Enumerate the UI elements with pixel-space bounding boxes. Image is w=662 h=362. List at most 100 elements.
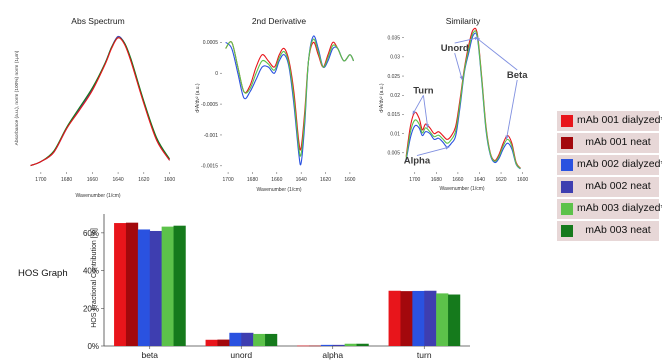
series-line-3 [225,38,355,157]
legend-item: mAb 002 dialyzed* [557,155,662,175]
bar-unord-5 [253,333,266,346]
y-tick-label: -0.0015 [201,164,218,170]
abs-spectrum-xlabel: Wavenumber (1/cm) [75,193,120,199]
legend-swatch [561,181,573,193]
legend-item: mAb 003 neat [557,221,659,241]
y-tick-label: 0.02 [390,93,400,99]
series-line-3 [405,30,521,169]
legend-item: mAb 003 dialyzed* [557,199,662,219]
y-tick-label: -0.0005 [201,102,218,108]
legend-swatch [561,203,573,215]
y-tick-label: 0 [215,71,218,77]
second-derivative-title: 2nd Derivative [252,16,307,26]
similarity-title: Similarity [446,16,481,26]
legend: mAb 001 dialyzed* mAb 001 neat mAb 002 dia… [557,111,662,243]
annotation-arrowhead [425,124,429,128]
abs-spectrum-title: Abs Spectrum [71,16,124,26]
annotation-arrowhead [412,110,416,115]
x-tick-label: 1600 [517,177,528,183]
legend-swatch [561,115,573,127]
bar-alpha-5 [344,343,357,346]
hos-bar-chart: HOS Fractional Contribution [%] 0% 20% 40%… [83,214,470,360]
y-tick-label: 0% [87,342,99,351]
bar-alpha-6 [356,343,369,346]
x-tick-label: 1660 [87,177,98,183]
legend-label: mAb 003 neat [585,224,651,236]
x-tick-label: 1700 [35,177,46,183]
y-tick-label: 0.015 [387,112,400,118]
hos-bar-ylabel: HOS Fractional Contribution [%] [91,228,98,328]
y-tick-label: 0.005 [387,151,400,157]
annotation-arrowhead [505,135,509,140]
abs-spectrum-ylabel: Absorbance (a.u.), norm (100%) norm (1μm… [14,50,20,145]
bar-turn-3 [412,290,425,346]
bar-beta-4 [149,230,162,346]
y-tick-label: 0.0005 [203,40,219,46]
x-tick-label: 1680 [247,177,258,183]
legend-label: mAb 003 dialyzed* [577,202,662,214]
series-line-1 [225,41,355,151]
similarity-ylabel: d²A/dν² (a.u.) [379,83,385,113]
series-line-3 [30,37,171,167]
x-tick-label: 1680 [61,177,72,183]
annotation-arrowhead [476,37,481,42]
x-tick-label: 1660 [271,177,282,183]
bar-unord-6 [265,333,278,346]
category-label-turn: turn [417,350,432,360]
annotation-arrow [412,95,424,115]
annotation-arrow [475,37,518,71]
bar-unord-4 [241,332,254,346]
bar-turn-6 [448,294,461,346]
legend-swatch [561,159,573,171]
category-label-unord: unord [230,350,252,360]
annotation-arrow [416,146,450,156]
second-derivative-plot: 2nd Derivative Wavenumber (1/cm) d²A/dν²… [195,16,356,193]
x-tick-label: 1620 [495,177,506,183]
annotation-arrowhead [445,146,450,150]
y-tick-label: 0.01 [390,131,400,137]
second-derivative-xlabel: Wavenumber (1/cm) [256,187,301,193]
x-tick-label: 1680 [431,177,442,183]
bar-beta-3 [137,229,151,346]
bar-beta-6 [173,225,186,346]
annotation-arrow [505,79,518,140]
bar-turn-5 [436,293,449,346]
x-tick-label: 1640 [113,177,124,183]
second-derivative-ylabel: d²A/dν² (a.u.) [195,83,201,113]
y-tick-label: 60% [83,229,99,238]
x-tick-label: 1700 [223,177,234,183]
y-tick-label: 0.025 [387,74,400,80]
annotation-arrow [454,37,479,44]
y-tick-label: 20% [83,304,99,313]
y-tick-label: 0.03 [390,55,400,61]
legend-item: mAb 001 dialyzed* [557,111,662,131]
x-tick-label: 1620 [320,177,331,183]
similarity-xlabel: Wavenumber (1/cm) [439,186,484,192]
legend-item: mAb 001 neat [557,133,659,153]
x-tick-label: 1640 [474,177,485,183]
annotation-arrow [422,95,429,128]
bar-alpha-4 [332,344,345,346]
annotation-turn: Turn [413,85,434,96]
y-tick-label: 40% [83,267,99,276]
bar-unord-2 [217,339,230,346]
legend-label: mAb 002 dialyzed* [577,158,662,170]
bar-unord-1 [205,339,218,346]
similarity-plot: Similarity Wavenumber (1/cm) d²A/dν² (a.… [379,16,528,192]
annotation-arrowhead [459,75,463,80]
series-line-2 [225,35,355,166]
legend-label: mAb 001 dialyzed* [577,114,662,126]
legend-label: mAb 002 neat [585,180,651,192]
bar-unord-3 [229,332,242,346]
annotation-unord: Unord [441,43,469,54]
hos-graph-label: HOS Graph [18,268,68,279]
annotation-arrow [454,52,463,81]
annotation-beta: Beta [507,70,528,81]
category-label-beta: beta [141,350,158,360]
x-tick-label: 1660 [452,177,463,183]
bar-turn-4 [424,290,437,346]
annotation-alpha: Alpha [404,156,431,167]
bar-beta-2 [125,222,139,346]
bar-alpha-1 [297,345,310,347]
